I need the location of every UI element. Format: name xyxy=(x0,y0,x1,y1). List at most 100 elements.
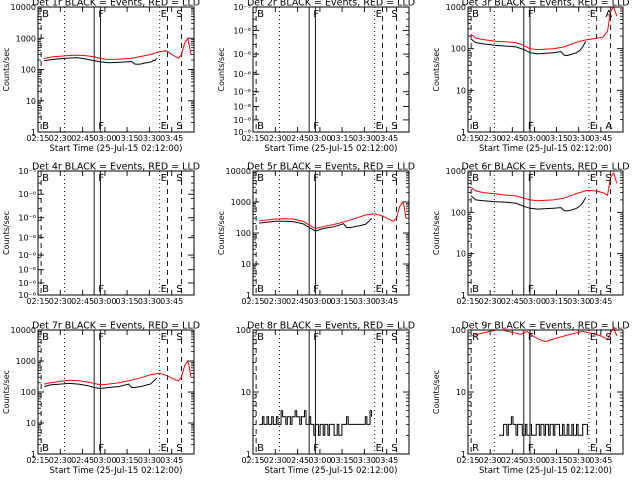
x-tick-label: 03:00 xyxy=(93,456,116,465)
x-tick-label: 03:30 xyxy=(567,456,590,465)
x-tick-label: 02:45 xyxy=(501,456,524,465)
y-tick-label: 10⁻⁶ xyxy=(18,234,36,243)
event-marker-label: B xyxy=(257,332,264,343)
x-tick-label: 03:45 xyxy=(375,456,398,465)
event-marker-label: A xyxy=(605,9,612,20)
y-tick-label: 1 xyxy=(31,128,36,137)
x-tick-label: 02:30 xyxy=(264,134,287,143)
x-tick-label: 03:15 xyxy=(116,134,139,143)
y-tick-label: 1000 xyxy=(446,167,466,176)
panel-title: Det 7r BLACK = Events, RED = LLD xyxy=(32,321,200,332)
event-marker-label: E xyxy=(376,121,382,132)
event-marker-label: F xyxy=(98,332,104,343)
x-tick-label: 02:30 xyxy=(49,297,72,306)
event-marker-label: F xyxy=(528,173,534,184)
panel-title: Det 1r BLACK = Events, RED = LLD xyxy=(32,0,200,9)
y-tick-label: 100 xyxy=(21,66,36,75)
event-marker-label: F xyxy=(313,332,319,343)
plot-frame xyxy=(37,329,195,455)
x-tick-label: 02:30 xyxy=(264,297,287,306)
y-axis-label: Counts/sec xyxy=(217,47,226,91)
event-marker-label: E xyxy=(590,173,596,184)
event-marker-label: S xyxy=(391,284,397,295)
event-marker-label: F xyxy=(98,284,104,295)
x-tick-label: 03:15 xyxy=(545,297,568,306)
x-tick-label: 03:45 xyxy=(589,297,612,306)
event-marker-label: E xyxy=(161,9,167,20)
x-tick-label: 02:30 xyxy=(49,134,72,143)
lld-series-line xyxy=(44,359,192,386)
y-tick-label: 10⁻⁵ xyxy=(18,167,36,176)
y-tick-label: 10⁻⁶ xyxy=(233,50,251,59)
event-marker-label: B xyxy=(472,121,479,132)
x-tick-label: 03:45 xyxy=(375,297,398,306)
x-tick-label: 03:45 xyxy=(589,134,612,143)
event-marker-label: S xyxy=(605,284,611,295)
events-series-line xyxy=(259,410,373,436)
y-tick-label: 10000 xyxy=(226,167,251,176)
event-marker-label: S xyxy=(176,284,182,295)
x-tick-label: 03:00 xyxy=(523,297,546,306)
x-tick-label: 02:45 xyxy=(71,297,94,306)
panel-det-7: Det 7r BLACK = Events, RED = LLD 1 10 100 10… xyxy=(2,321,200,477)
event-marker-label: S xyxy=(391,332,397,343)
lld-series-line xyxy=(470,5,618,51)
event-marker-label: F xyxy=(313,9,319,20)
y-tick-label: 10⁻⁶ xyxy=(18,190,36,199)
event-marker-label: S xyxy=(176,332,182,343)
y-tick-label: 10⁻⁶ xyxy=(233,116,251,125)
plot-frame xyxy=(37,170,195,296)
x-tick-label: 02:15 xyxy=(241,134,264,143)
x-tick-label: 03:00 xyxy=(93,297,116,306)
event-marker-label: B xyxy=(257,121,264,132)
plot-frame xyxy=(252,170,410,296)
x-tick-label: 02:30 xyxy=(479,134,502,143)
panel-det-2: Det 2r BLACK = Events, RED = LLD 10⁻⁶ 10⁻⁶… xyxy=(217,0,415,154)
y-tick-label: 100 xyxy=(21,388,36,397)
events-series-line xyxy=(44,57,158,65)
y-tick-label: 10⁻⁶ xyxy=(18,279,36,288)
panel-title: Det 5r BLACK = Events, RED = LLD xyxy=(247,162,415,173)
event-marker-label: F xyxy=(313,121,319,132)
event-marker-label: F xyxy=(528,284,534,295)
event-marker-label: E xyxy=(161,284,167,295)
x-tick-label: 03:45 xyxy=(589,456,612,465)
events-series-line xyxy=(499,416,588,436)
x-tick-label: 02:45 xyxy=(501,297,524,306)
y-tick-label: 10⁻⁶ xyxy=(233,128,251,137)
event-marker-label: F xyxy=(528,332,534,343)
event-marker-label: B xyxy=(42,332,49,343)
panel-det-8: Det 8r BLACK = Events, RED = LLD 1 10 100 02… xyxy=(236,321,415,477)
x-tick-label: 03:00 xyxy=(308,456,331,465)
y-axis-label: Counts/sec xyxy=(2,47,11,91)
x-tick-label: 03:30 xyxy=(138,134,161,143)
x-tick-label: 03:15 xyxy=(545,134,568,143)
x-tick-label: 02:15 xyxy=(26,456,49,465)
x-tick-label: 03:15 xyxy=(331,456,354,465)
events-series-line xyxy=(470,38,587,57)
y-tick-label: 1 xyxy=(461,450,466,459)
panel-det-6: Det 6r BLACK = Events, RED = LLD 1 10 100 10… xyxy=(432,162,630,307)
x-tick-label: 03:00 xyxy=(523,134,546,143)
x-tick-label: 02:15 xyxy=(26,134,49,143)
event-marker-label: F xyxy=(98,121,104,132)
y-axis-label: Counts/sec xyxy=(2,370,11,414)
event-marker-label: E xyxy=(590,9,596,20)
y-tick-label: 1 xyxy=(31,450,36,459)
events-series-line xyxy=(259,217,372,232)
y-tick-label: 10⁻⁶ xyxy=(18,291,36,300)
event-marker-label: S xyxy=(391,443,397,454)
event-marker-label: B xyxy=(42,173,49,184)
x-tick-label: 03:30 xyxy=(353,456,376,465)
lld-series-line xyxy=(44,37,192,60)
x-tick-label: 03:15 xyxy=(331,134,354,143)
plot-frame xyxy=(37,6,195,133)
y-tick-label: 1 xyxy=(461,291,466,300)
y-tick-label: 10⁻⁶ xyxy=(233,70,251,79)
event-marker-label: B xyxy=(42,443,49,454)
y-tick-label: 10000 xyxy=(11,326,36,335)
y-tick-label: 10 xyxy=(456,86,466,95)
y-tick-label: 100 xyxy=(451,326,466,335)
x-axis-label: Start Time (25-Jul-15 02:12:00) xyxy=(265,144,398,154)
